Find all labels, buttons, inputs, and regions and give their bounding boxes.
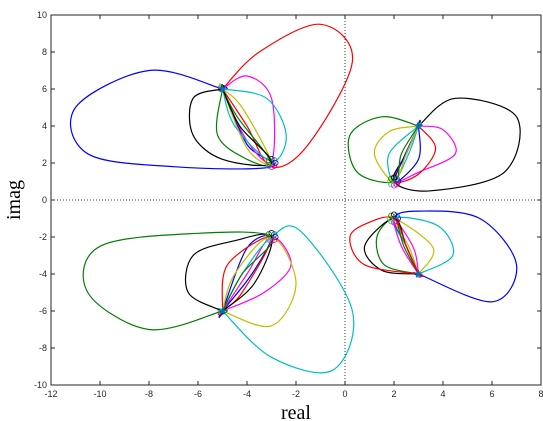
circle-marker-1-0 [272,233,279,240]
circle-marker-3-6 [390,211,397,218]
x-axis-label: real [281,402,311,421]
circle-marker-1-7 [271,231,278,238]
circle-marker-1-6 [268,229,275,236]
circle-marker-3-2 [390,219,397,226]
star-marker-3 [414,269,423,278]
circle-marker-0-6 [268,155,275,162]
x-tick-label: 6 [489,389,494,399]
y-tick-label: 4 [42,121,47,131]
x-tick-label: -6 [194,389,202,399]
y-tick-label: 6 [42,84,47,94]
y-tick-label: -6 [39,306,47,316]
y-tick-label: 8 [42,47,47,57]
locus-curve-12 [82,231,274,331]
x-tick-label: -4 [243,389,251,399]
circle-marker-0-3 [265,162,272,169]
circle-marker-1-3 [265,236,272,243]
circle-marker-2-4 [386,178,393,185]
circle-marker-2-3 [388,181,395,188]
y-tick-label: -8 [39,343,47,353]
star-marker-2 [414,121,423,130]
x-tick-label: 4 [440,389,445,399]
y-tick-label: -10 [34,380,47,390]
circle-marker-3-3 [388,218,395,225]
circle-marker-2-6 [390,174,397,181]
y-tick-label: -2 [39,232,47,242]
circle-marker-3-4 [386,215,393,222]
circle-marker-2-0 [394,178,401,185]
pole-zero-markers [218,84,423,315]
y-tick-label: -4 [39,269,47,279]
plot-area [50,14,542,386]
x-tick-label: -10 [93,389,106,399]
circle-marker-1-2 [268,237,275,244]
circle-marker-2-7 [393,175,400,182]
zero-lines [51,15,541,385]
y-tick-label: 0 [42,195,47,205]
circle-marker-0-2 [268,163,275,170]
circle-marker-0-0 [272,159,279,166]
circle-marker-3-7 [393,212,400,219]
x-tick-label: -8 [145,389,153,399]
x-tick-label: 2 [391,389,396,399]
y-tick-label: 2 [42,158,47,168]
x-tick-label: 8 [538,389,543,399]
x-tick-label: 0 [342,389,347,399]
x-tick-label: -12 [44,389,57,399]
x-tick-label: -2 [292,389,300,399]
star-marker-0 [218,84,227,93]
locus-curve-1 [218,23,354,168]
y-tick-label: 10 [37,10,47,20]
y-axis-label: imag [3,180,25,220]
circle-marker-2-2 [390,182,397,189]
star-marker-1 [218,306,227,315]
circle-marker-3-0 [394,215,401,222]
circle-marker-0-7 [271,157,278,164]
circle-marker-1-4 [264,233,271,240]
circle-marker-0-4 [264,159,271,166]
